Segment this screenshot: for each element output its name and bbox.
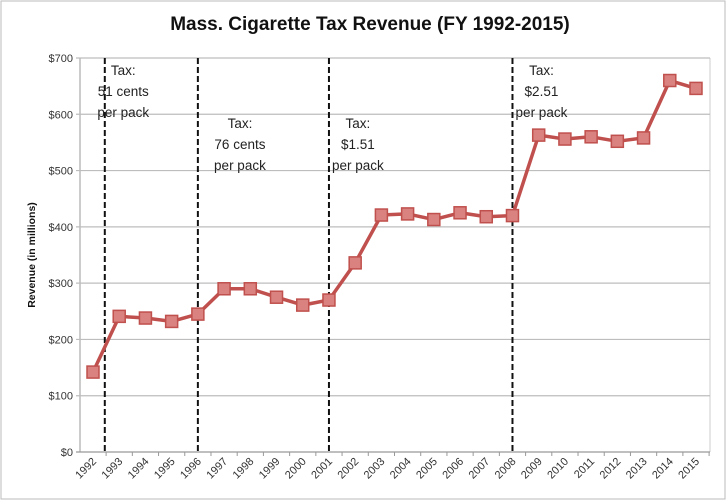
data-point-1993 — [112, 309, 126, 324]
data-point-1998 — [243, 282, 258, 296]
tax-annotation: Tax: $2.51 per pack — [516, 63, 568, 120]
data-point-2000 — [295, 298, 310, 312]
annotation-line: Tax: — [529, 63, 554, 78]
annotation-line: 76 cents — [214, 137, 265, 152]
data-point-2010 — [558, 132, 572, 146]
annotation-line: Tax: — [346, 116, 371, 131]
data-point-2009 — [531, 128, 546, 142]
annotation-line: 51 cents — [98, 84, 149, 99]
tax-annotation: Tax: 51 cents per pack — [97, 63, 149, 120]
data-point-2004 — [400, 207, 415, 221]
annotation-line: per pack — [214, 158, 266, 173]
data-point-2003 — [374, 208, 389, 222]
y-tick-label: $200 — [49, 334, 73, 346]
data-point-2013 — [636, 131, 651, 145]
data-point-2015 — [689, 81, 703, 96]
chart-title: Mass. Cigarette Tax Revenue (FY 1992-201… — [170, 14, 570, 35]
annotation-line: $1.51 — [341, 137, 375, 152]
y-axis-label: Revenue (in millions) — [26, 202, 38, 308]
data-point-1999 — [269, 290, 284, 304]
y-tick-label: $400 — [49, 222, 73, 234]
data-point-1994 — [138, 311, 153, 325]
data-point-2001 — [322, 293, 336, 307]
annotation-line: Tax: — [228, 116, 253, 131]
annotation-line: $2.51 — [525, 84, 559, 99]
tax-annotation: Tax: $1.51 per pack — [332, 116, 384, 173]
y-tick-label: $700 — [49, 53, 73, 65]
data-point-2006 — [453, 206, 467, 220]
data-point-2002 — [348, 256, 362, 270]
annotation-line: per pack — [332, 158, 384, 173]
data-point-2012 — [610, 134, 625, 149]
data-point-1996 — [191, 307, 205, 321]
y-tick-label: $100 — [49, 391, 73, 403]
y-tick-label: $600 — [49, 109, 73, 121]
data-point-1995 — [164, 314, 179, 329]
data-point-2011 — [584, 130, 598, 144]
annotation-line: Tax: — [111, 63, 136, 78]
y-tick-label: $500 — [49, 166, 73, 178]
data-point-2005 — [427, 212, 441, 227]
annotation-line: per pack — [97, 105, 149, 120]
tax-annotation: Tax: 76 cents per pack — [214, 116, 266, 173]
data-point-2007 — [479, 209, 494, 224]
data-point-2008 — [505, 208, 520, 223]
data-point-1997 — [217, 282, 231, 296]
data-point-1992 — [86, 365, 100, 379]
y-tick-label: $0 — [61, 447, 73, 459]
data-point-2014 — [663, 73, 677, 88]
y-tick-label: $300 — [49, 278, 73, 290]
annotation-line: per pack — [516, 105, 568, 120]
